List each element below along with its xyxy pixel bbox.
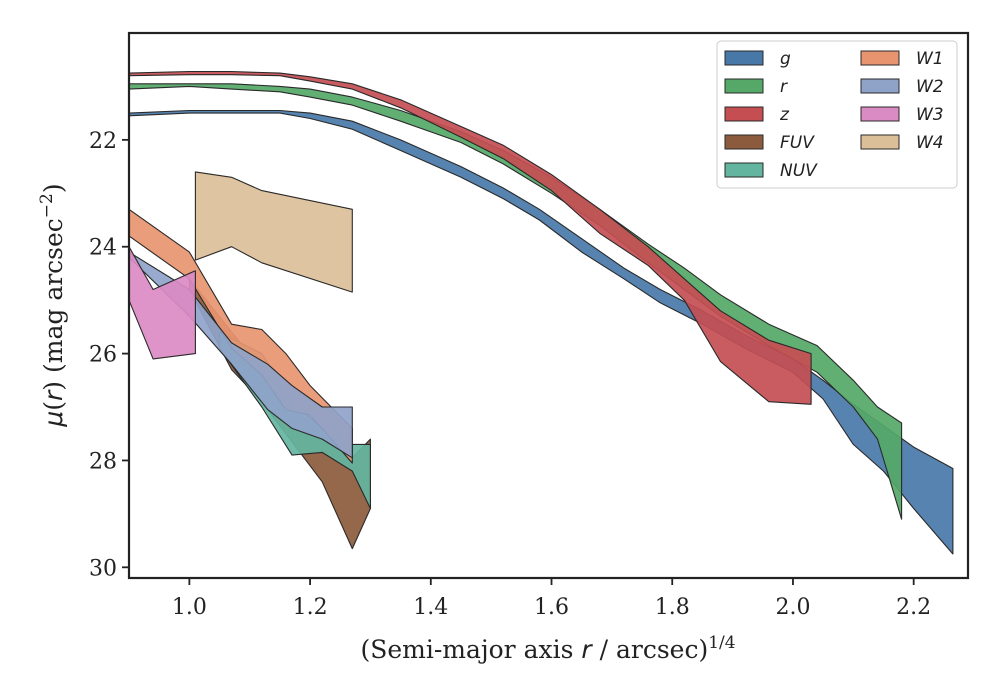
band-g <box>129 109 954 555</box>
x-tick-label: 2.0 <box>775 595 810 620</box>
legend-label-g: g <box>780 49 791 69</box>
y-tick-label: 28 <box>89 449 117 474</box>
chart-legend: grz FUV NUV W1 W2 W3 W4 <box>716 40 958 189</box>
legend-label-w1: W1 <box>916 49 944 69</box>
legend-label-w3: W3 <box>916 105 944 125</box>
band-z <box>129 70 812 405</box>
legend-swatch-w1 <box>860 50 900 66</box>
legend-label-fuv: FUV <box>780 133 815 153</box>
x-tick-label: 1.0 <box>172 595 207 620</box>
y-tick-label: 24 <box>89 236 117 261</box>
y-tick-label: 22 <box>89 129 117 154</box>
legend-swatch-w3 <box>860 106 900 122</box>
x-tick-label: 1.4 <box>413 595 448 620</box>
legend-box <box>716 40 958 189</box>
legend-swatch-g <box>724 50 764 66</box>
legend-swatch-w2 <box>860 78 900 94</box>
legend-label-z: z <box>779 105 790 125</box>
legend-label-w4: W4 <box>916 133 944 153</box>
legend-swatch-fuv <box>724 134 764 150</box>
axis-ticks: 1.0 1.2 1.4 1.6 1.8 2.0 2.2 22 24 26 28 30 <box>89 129 931 620</box>
legend-label-r: r <box>780 77 788 97</box>
y-tick-label: 30 <box>89 556 117 581</box>
axes-frame <box>127 31 970 580</box>
legend-swatch-z <box>724 106 764 122</box>
legend-label-w2: W2 <box>916 77 944 97</box>
x-tick-label: 1.2 <box>293 595 328 620</box>
x-axis-label: (Semi-major axis r / arcsec)1/4 <box>360 633 735 664</box>
x-tick-label: 1.8 <box>655 595 690 620</box>
legend-swatch-w4 <box>860 134 900 150</box>
profile-bands <box>129 70 954 555</box>
band-w4 <box>194 171 353 293</box>
y-tick-label: 26 <box>89 343 117 368</box>
legend-label-nuv: NUV <box>780 161 818 181</box>
legend-swatch-r <box>724 78 764 94</box>
legend-swatch-nuv <box>724 162 764 178</box>
x-tick-label: 1.6 <box>534 595 569 620</box>
y-axis-label: μ(r) (mag arcsec−2) <box>37 183 68 427</box>
x-tick-label: 2.2 <box>896 595 931 620</box>
band-w3 <box>129 246 196 360</box>
